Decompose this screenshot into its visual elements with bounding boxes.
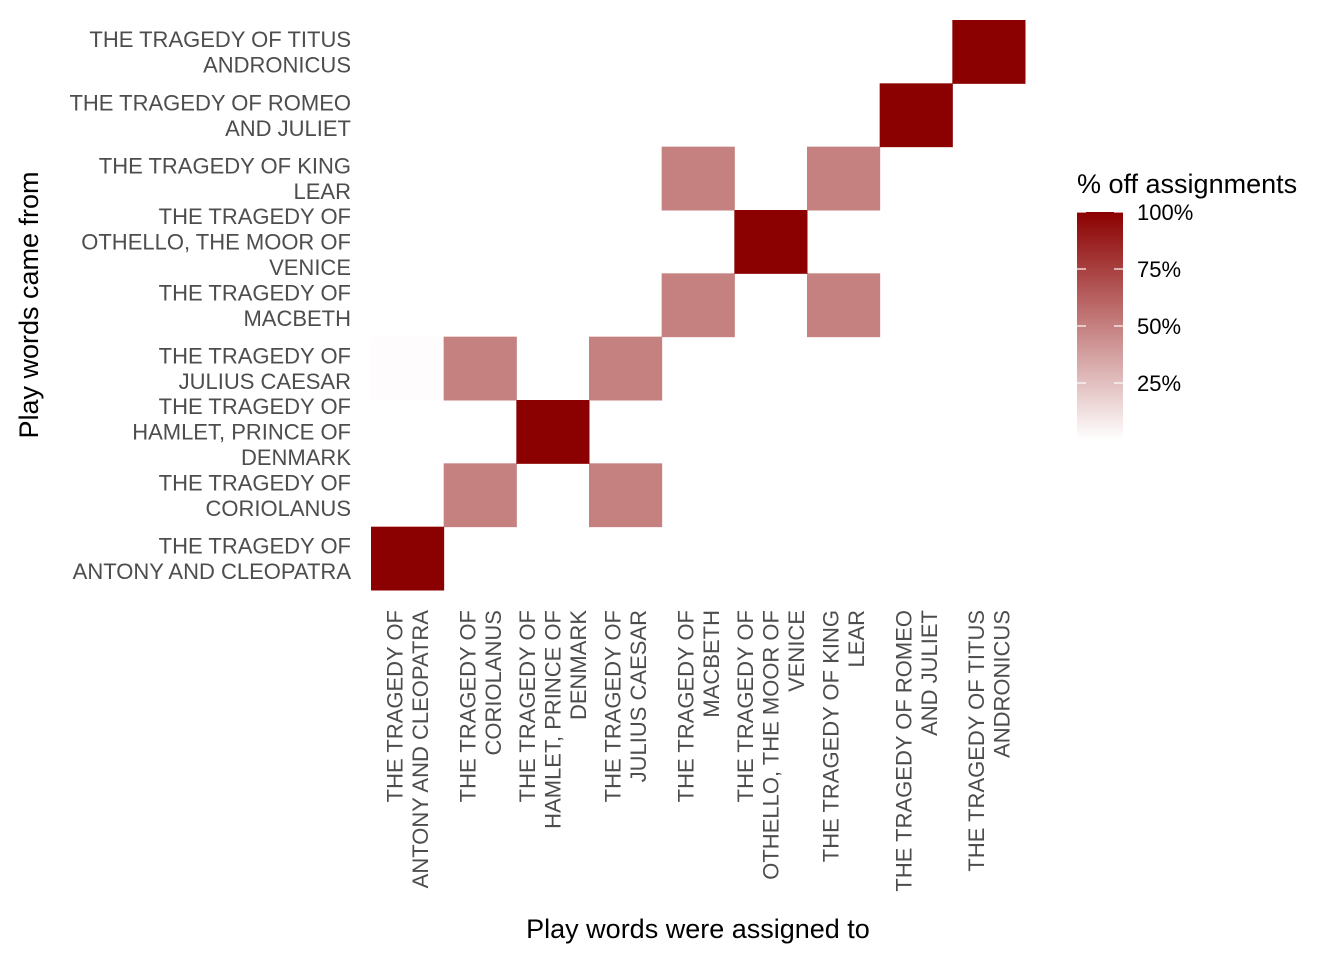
heatmap-cell bbox=[371, 336, 445, 401]
legend-ticks: 100% 75% 50% 25% bbox=[1077, 200, 1193, 396]
x-tick-label: THE TRAGEDY OF ROMEOAND JULIET bbox=[891, 610, 942, 892]
y-axis-tick-labels: THE TRAGEDY OF ANTONY AND CLEOPATRA THE TR… bbox=[69, 27, 351, 584]
heatmap-cells bbox=[371, 20, 1026, 591]
heatmap-cell bbox=[443, 336, 517, 401]
y-tick-label: THE TRAGEDY OF TITUS ANDRONICUS bbox=[89, 27, 351, 77]
y-tick-label: THE TRAGEDY OF ROMEO AND JULIET bbox=[69, 90, 351, 141]
heatmap-cell bbox=[952, 20, 1026, 84]
heatmap-cell bbox=[443, 463, 517, 528]
x-tick-label: THE TRAGEDY OFANTONY AND CLEOPATRA bbox=[383, 610, 434, 889]
color-legend: % off assignments 100% 75% 50% 25% bbox=[1077, 169, 1297, 440]
y-tick-label: THE TRAGEDY OF HAMLET, PRINCE OF DENMARK bbox=[132, 394, 351, 470]
x-tick-label: THE TRAGEDY OF TITUSANDRONICUS bbox=[964, 610, 1015, 872]
y-axis-title: Play words came from bbox=[14, 171, 44, 438]
heatmap-cell bbox=[589, 336, 663, 401]
legend-title: % off assignments bbox=[1077, 169, 1297, 199]
legend-label: 75% bbox=[1137, 257, 1181, 282]
x-tick-label: THE TRAGEDY OFOTHELLO, THE MOOR OFVENICE bbox=[733, 610, 809, 880]
x-axis-tick-labels: THE TRAGEDY OFANTONY AND CLEOPATRA THE TR… bbox=[383, 610, 1015, 892]
x-tick-label: THE TRAGEDY OF KINGLEAR bbox=[819, 610, 870, 862]
y-tick-label: THE TRAGEDY OF JULIUS CAESAR bbox=[159, 344, 351, 395]
legend-label: 100% bbox=[1137, 200, 1193, 225]
heatmap-cell bbox=[661, 273, 735, 338]
y-tick-label: THE TRAGEDY OF ANTONY AND CLEOPATRA bbox=[73, 534, 352, 585]
y-tick-label: THE TRAGEDY OF MACBETH bbox=[159, 280, 351, 331]
x-tick-label: THE TRAGEDY OFJULIUS CAESAR bbox=[601, 610, 652, 802]
heatmap-cell bbox=[661, 146, 735, 211]
x-axis-title: Play words were assigned to bbox=[526, 914, 870, 944]
heatmap-cell bbox=[516, 400, 590, 464]
heatmap-cell bbox=[879, 83, 953, 148]
x-tick-label: THE TRAGEDY OFCORIOLANUS bbox=[455, 610, 506, 802]
legend-label: 50% bbox=[1137, 314, 1181, 339]
x-tick-label: THE TRAGEDY OFHAMLET, PRINCE OFDENMARK bbox=[515, 610, 591, 829]
heatmap-cell bbox=[371, 526, 445, 591]
heatmap-cell bbox=[807, 273, 881, 338]
y-tick-label: THE TRAGEDY OF CORIOLANUS bbox=[159, 470, 351, 521]
heatmap-cell bbox=[807, 146, 881, 211]
x-tick-label: THE TRAGEDY OFMACBETH bbox=[673, 610, 724, 802]
heatmap-cell bbox=[589, 463, 663, 528]
legend-label: 25% bbox=[1137, 371, 1181, 396]
y-tick-label: THE TRAGEDY OF OTHELLO, THE MOOR OF VENICE bbox=[81, 204, 351, 280]
heatmap-cell bbox=[734, 210, 808, 274]
y-tick-label: THE TRAGEDY OF KING LEAR bbox=[99, 154, 351, 205]
